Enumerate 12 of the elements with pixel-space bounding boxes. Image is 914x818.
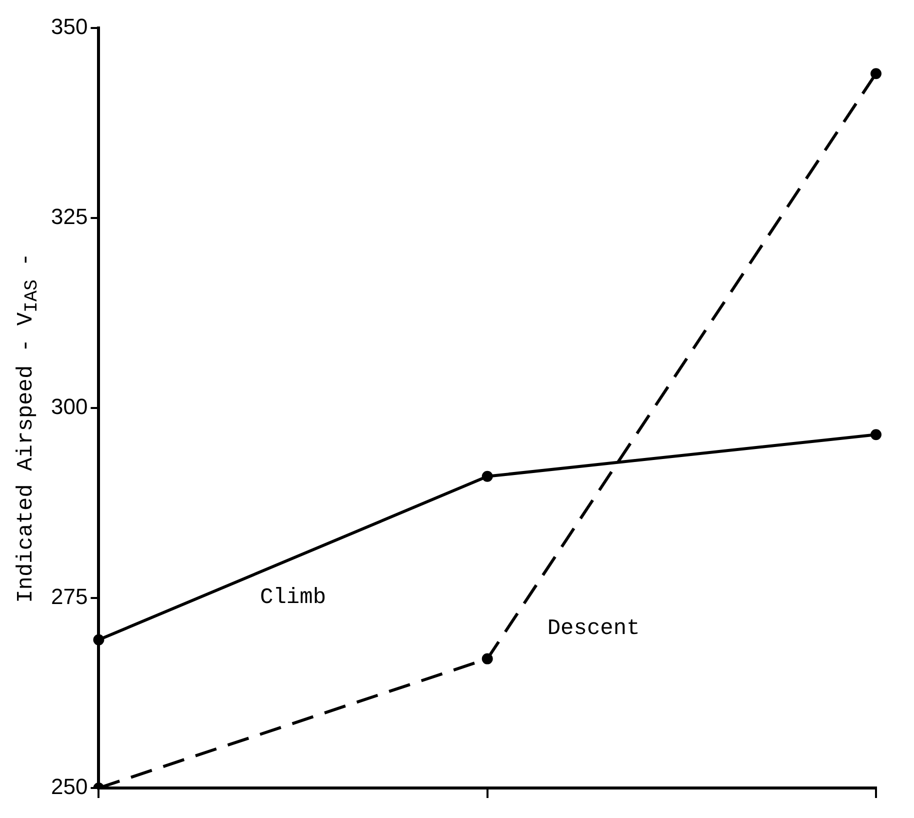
point <box>93 634 104 646</box>
point <box>870 429 882 440</box>
point <box>482 470 493 482</box>
y-tick-label: 275 <box>50 584 88 610</box>
y-tick-label: 250 <box>50 774 88 800</box>
point <box>482 653 493 664</box>
series-label: Descent <box>547 616 640 641</box>
series-label: Climb <box>260 585 326 610</box>
y-tick-label: 350 <box>50 14 88 40</box>
y-tick-label: 325 <box>50 204 88 230</box>
point <box>870 68 882 80</box>
y-tick-label: 300 <box>50 394 88 420</box>
